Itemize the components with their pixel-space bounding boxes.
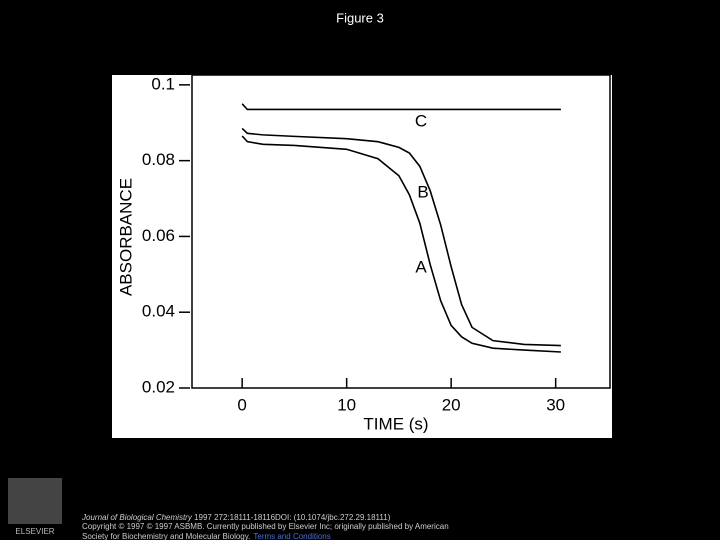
logo-tree xyxy=(8,478,62,524)
series-label: C xyxy=(415,111,427,130)
line-series xyxy=(241,135,561,353)
x-tick-label: 0 xyxy=(237,395,246,414)
plot-frame xyxy=(191,74,611,389)
society: Society for Biochemistry and Molecular B… xyxy=(82,532,250,540)
reference: 1997 272:18111-18116DOI: (10.1074/jbc.27… xyxy=(192,513,391,522)
y-axis-label: ABSORBANCE xyxy=(116,178,135,296)
line-series xyxy=(241,127,561,347)
citation: Journal of Biological Chemistry 1997 272… xyxy=(81,513,391,522)
y-tick-label: 0.08 xyxy=(142,150,175,169)
y-tick-label: 0.1 xyxy=(151,74,175,93)
series-label: A xyxy=(415,257,427,276)
journal: Journal of Biological Chemistry xyxy=(81,513,193,522)
terms-link[interactable]: Terms and Conditions xyxy=(253,532,330,540)
x-axis-label: TIME (s) xyxy=(363,414,428,433)
y-tick-label: 0.02 xyxy=(142,377,175,396)
slide-title: Figure 3 xyxy=(336,10,384,25)
y-tick-label: 0.04 xyxy=(142,302,175,321)
x-tick-label: 30 xyxy=(546,395,565,414)
x-tick-label: 10 xyxy=(337,395,356,414)
figure-panel xyxy=(112,75,612,438)
copyright: Copyright © 1997 © 1997 ASBMB. Currently… xyxy=(82,522,449,531)
line-series xyxy=(241,103,561,111)
x-tick-label: 20 xyxy=(442,395,461,414)
logo-text: ELSEVIER xyxy=(15,527,54,536)
citation-line: Society for Biochemistry and Molecular B… xyxy=(82,532,331,540)
y-tick-label: 0.06 xyxy=(142,226,175,245)
series-label: B xyxy=(417,182,428,201)
